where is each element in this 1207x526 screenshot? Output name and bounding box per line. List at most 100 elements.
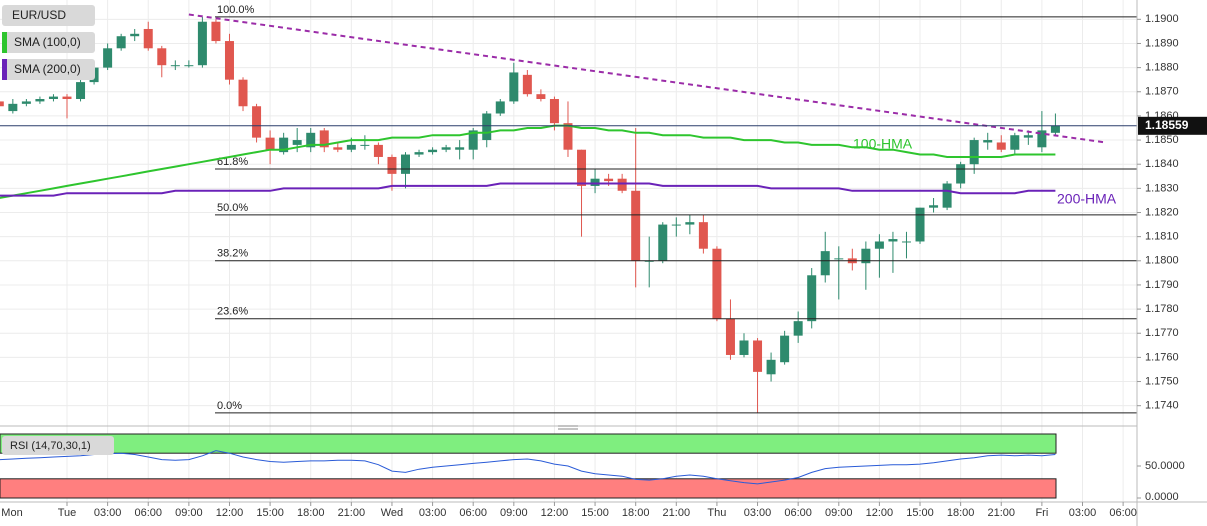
x-tick-label: 06:00: [784, 507, 812, 519]
candle-body: [549, 99, 559, 124]
candle-body: [1010, 135, 1020, 150]
x-tick-label: 21:00: [987, 507, 1015, 519]
candle-body: [996, 142, 1006, 150]
candle-body: [21, 101, 31, 104]
candle-body: [577, 149, 587, 186]
y-tick-label: 1.1850: [1145, 134, 1179, 146]
candle-body: [414, 152, 424, 155]
candle-body: [8, 103, 18, 112]
y-tick-label: 1.1890: [1145, 37, 1179, 49]
candle-body: [157, 48, 167, 66]
candle-body: [319, 130, 329, 148]
legend-item[interactable]: SMA (200,0): [2, 59, 95, 80]
candle-body: [522, 74, 532, 95]
x-tick-label: 21:00: [338, 507, 366, 519]
y-tick-label: 1.1900: [1145, 13, 1179, 25]
ma-line: [0, 182, 1056, 197]
x-tick-label: 12:00: [541, 507, 569, 519]
candle-body: [35, 99, 45, 102]
candle-body: [671, 224, 681, 226]
candle-body: [238, 79, 248, 107]
x-tick-label: 03:00: [419, 507, 447, 519]
x-tick-label: 15:00: [906, 507, 934, 519]
x-tick-label: 15:00: [581, 507, 609, 519]
candle-body: [482, 113, 492, 141]
candle-body: [901, 241, 911, 243]
rsi-label: RSI (14,70,30,1): [10, 440, 91, 452]
last-price-box: [1138, 116, 1207, 135]
candle-body: [780, 335, 790, 363]
plot-layer: [0, 16, 1060, 499]
candle-body: [306, 132, 316, 148]
legend-item[interactable]: SMA (100,0): [2, 32, 95, 53]
candle-body: [725, 318, 735, 355]
candle-body: [820, 251, 830, 276]
y-tick-label: 1.1740: [1145, 400, 1179, 412]
candle-body: [698, 222, 708, 249]
fib-label: 38.2%: [217, 248, 248, 260]
candle-body: [888, 239, 898, 242]
x-tick-label: 18:00: [947, 507, 975, 519]
candle-body: [401, 154, 410, 174]
candle-body: [793, 321, 803, 336]
x-tick-label: Wed: [381, 507, 403, 519]
symbol-box-bg: [2, 5, 95, 26]
candle-body: [468, 130, 478, 150]
legend-swatch: [2, 32, 7, 53]
ma-annotation: 100-HMA: [853, 136, 913, 152]
fib-label: 23.6%: [217, 306, 248, 318]
x-tick-label: 06:00: [134, 507, 162, 519]
candle-body: [658, 224, 668, 261]
x-tick-label: 03:00: [94, 507, 122, 519]
legend-swatch: [2, 59, 7, 80]
candle-body: [942, 183, 952, 208]
y-tick-label: 1.1820: [1145, 206, 1179, 218]
fib-label: 61.8%: [217, 156, 248, 168]
candle-body: [333, 147, 343, 150]
x-tick-label: Mon: [1, 507, 22, 519]
candle-body: [455, 147, 465, 150]
candle-body: [197, 21, 207, 66]
candle-body: [929, 205, 939, 208]
candle-body: [279, 137, 289, 153]
candle-body: [387, 156, 397, 174]
fib-label: 50.0%: [217, 202, 248, 214]
x-tick-label: 12:00: [866, 507, 894, 519]
candle-body: [292, 140, 302, 145]
candle-body: [983, 140, 993, 143]
fib-label: 100.0%: [217, 4, 255, 16]
y-tick-label: 1.1770: [1145, 327, 1179, 339]
candle-body: [807, 275, 817, 322]
candle-body: [631, 190, 641, 261]
grid-layer: [0, 0, 1137, 502]
candle-body: [1023, 135, 1033, 138]
x-tick-label: 06:00: [1109, 507, 1137, 519]
candle-body: [184, 65, 194, 67]
x-tick-label: 18:00: [297, 507, 325, 519]
candle-body: [103, 48, 113, 68]
candle-body: [753, 340, 763, 372]
panel-resize-handle[interactable]: [558, 425, 578, 430]
candle-body: [563, 123, 573, 150]
candle-body: [441, 147, 451, 150]
trendline: [188, 13, 1106, 144]
x-tick-label: 12:00: [216, 507, 244, 519]
candle-body: [495, 101, 505, 114]
candle-body: [76, 82, 86, 100]
candle-body: [766, 359, 776, 375]
symbol-box[interactable]: EUR/USD: [2, 5, 95, 26]
rsi-label-box[interactable]: RSI (14,70,30,1): [2, 436, 114, 455]
candle-body: [360, 144, 370, 146]
ma-line: [0, 124, 1056, 199]
candle-body: [956, 164, 966, 184]
x-tick-label: Tue: [58, 507, 77, 519]
candle-body: [1037, 130, 1047, 148]
y-tick-label: 1.1870: [1145, 86, 1179, 98]
x-tick-label: 03:00: [1069, 507, 1097, 519]
x-tick-label: 15:00: [256, 507, 284, 519]
rsi-tick-label: 50.0000: [1145, 460, 1185, 472]
x-tick-label: 09:00: [500, 507, 528, 519]
x-tick-label: Thu: [707, 507, 726, 519]
y-tick-label: 1.1840: [1145, 158, 1179, 170]
